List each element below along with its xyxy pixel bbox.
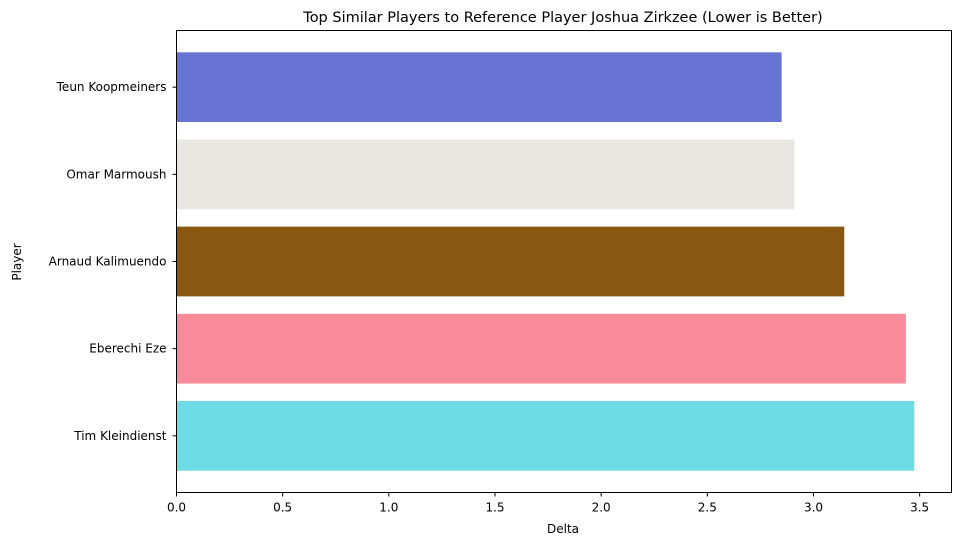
x-tick-label: 3.5	[910, 501, 929, 515]
y-tick-label: Omar Marmoush	[66, 167, 166, 181]
y-axis-ticks: Teun Koopmeiners Omar Marmoush Arnaud Kali…	[49, 80, 177, 443]
y-tick-label: Tim Kleindienst	[73, 429, 167, 443]
x-axis-label: Delta	[547, 522, 579, 536]
y-tick-label: Teun Koopmeiners	[56, 80, 167, 94]
bar-tim-kleindienst	[176, 400, 915, 471]
bar-eberechi-eze	[176, 313, 906, 384]
x-tick-label: 1.0	[379, 501, 398, 515]
x-tick-label: 0.5	[273, 501, 292, 515]
bar-omar-marmoush	[176, 139, 795, 210]
plot-frame	[176, 30, 952, 493]
bar-arnaud-kalimuendo	[176, 226, 845, 297]
y-axis-label: Player	[10, 243, 24, 280]
x-axis-ticks: 0.0 0.5 1.0 1.5 2.0 2.5 3.0 3.5	[167, 492, 929, 515]
x-tick-label: 1.5	[485, 501, 504, 515]
x-tick-label: 3.0	[804, 501, 823, 515]
x-tick-label: 0.0	[167, 501, 186, 515]
x-tick-label: 2.0	[592, 501, 611, 515]
x-tick-label: 2.5	[698, 501, 717, 515]
bars-layer	[176, 52, 915, 471]
y-tick-label: Arnaud Kalimuendo	[49, 255, 167, 269]
y-tick-label: Eberechi Eze	[89, 342, 166, 356]
chart-title: Top Similar Players to Reference Player …	[302, 10, 822, 26]
bar-teun-koopmeiners	[176, 52, 782, 123]
